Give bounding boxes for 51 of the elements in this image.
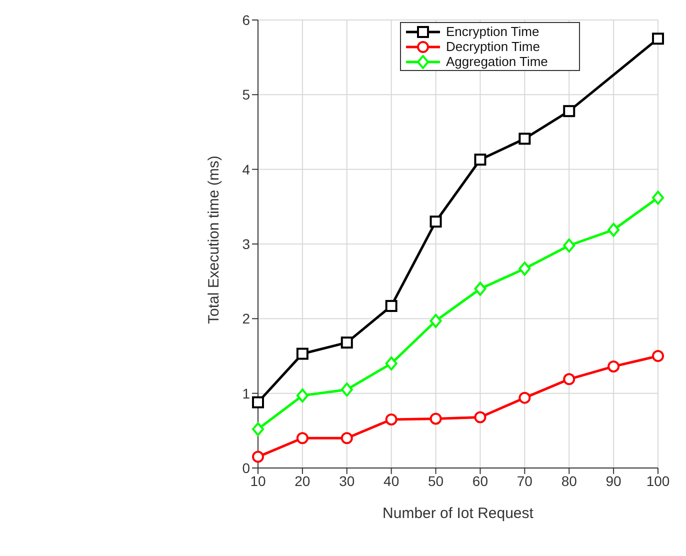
point: [518, 392, 531, 404]
point: [563, 105, 576, 118]
point: [652, 190, 664, 205]
x-tick-label: 90: [606, 472, 622, 489]
point: [430, 412, 442, 425]
point: [252, 396, 264, 408]
y-tick-label: 6: [242, 12, 250, 28]
x-tick-label: 10: [250, 472, 266, 489]
point: [340, 432, 353, 444]
legend-label: Encryption Time: [446, 24, 540, 39]
y-tick-label: 3: [242, 236, 250, 252]
point: [340, 336, 353, 349]
legend-label: Aggregation Time: [446, 54, 548, 69]
point: [430, 314, 442, 328]
point: [340, 382, 353, 397]
point: [652, 350, 664, 362]
point: [518, 262, 531, 276]
point: [296, 432, 308, 444]
y-tick-label: 1: [242, 385, 250, 402]
point: [430, 216, 442, 228]
x-tick-label: 20: [294, 472, 310, 489]
x-tick-label: 40: [384, 472, 400, 489]
point: [474, 411, 486, 424]
point: [474, 282, 486, 296]
y-tick-label: 5: [242, 86, 250, 103]
point: [474, 154, 486, 166]
y-tick-label: 0: [242, 460, 250, 476]
point: [385, 356, 398, 370]
x-tick-label: 60: [472, 472, 488, 489]
x-tick-label: 30: [339, 472, 355, 489]
x-axis-title: Number of Iot Request: [382, 505, 534, 522]
y-tick-label: 2: [242, 310, 250, 327]
y-axis-title: Total Execution time (ms): [205, 156, 222, 324]
point: [385, 413, 398, 426]
point: [296, 348, 308, 360]
point: [296, 388, 308, 403]
point: [252, 422, 264, 436]
point: [608, 222, 620, 237]
point: [608, 360, 620, 372]
x-tick-label: 80: [561, 472, 578, 489]
point: [518, 132, 531, 145]
point: [385, 300, 398, 312]
x-tick-label: 70: [516, 472, 533, 489]
point: [563, 238, 576, 252]
legend-label: Decryption Time: [446, 39, 540, 54]
point: [652, 32, 664, 45]
x-tick-label: 50: [428, 472, 444, 489]
x-tick-label: 100: [646, 472, 670, 489]
y-tick-label: 4: [242, 161, 250, 178]
point: [252, 450, 264, 463]
point: [563, 373, 576, 386]
